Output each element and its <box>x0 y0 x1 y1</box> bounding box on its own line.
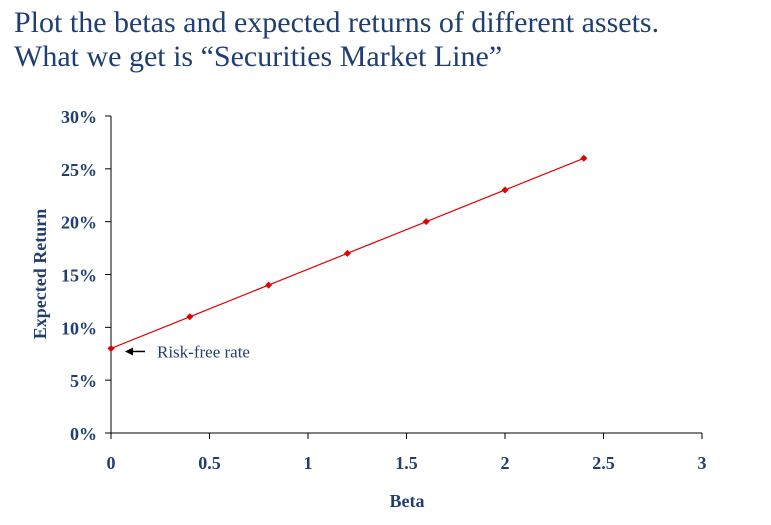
data-point <box>186 313 194 321</box>
annotations: Risk-free rate <box>125 342 250 361</box>
risk-free-rate-label: Risk-free rate <box>157 342 250 361</box>
slide-title-line-2: What we get is “Securities Market Line” <box>14 40 503 73</box>
y-tick-label: 0% <box>70 424 97 444</box>
x-axis-ticks: 0 0.5 1 1.5 2 2.5 3 <box>107 433 707 473</box>
x-tick-label: 0 <box>107 453 116 473</box>
y-tick-label: 15% <box>61 266 97 286</box>
y-axis-label: Expected Return <box>30 209 50 339</box>
annotation-arrow-head <box>125 347 133 356</box>
series-layer <box>107 154 588 352</box>
data-point <box>343 249 351 257</box>
x-axis-label: Beta <box>390 491 425 511</box>
x-tick-label: 1.5 <box>395 453 418 473</box>
x-tick-label: 0.5 <box>198 453 221 473</box>
data-point <box>265 281 273 289</box>
y-tick-label: 30% <box>61 107 97 127</box>
slide-title: Plot the betas and expected returns of d… <box>14 6 659 74</box>
y-tick-label: 5% <box>70 371 97 391</box>
y-tick-label: 20% <box>61 213 97 233</box>
y-tick-label: 10% <box>61 318 97 338</box>
x-tick-label: 1 <box>304 453 313 473</box>
x-tick-label: 3 <box>698 453 707 473</box>
axes <box>110 116 702 434</box>
y-axis-ticks: 0% 5% 10% 15% 20% 25% 30% <box>61 107 111 444</box>
data-point <box>580 154 588 162</box>
y-tick-label: 25% <box>61 160 97 180</box>
x-tick-label: 2.5 <box>592 453 615 473</box>
data-point <box>107 344 115 352</box>
slide-title-line-1: Plot the betas and expected returns of d… <box>14 6 660 39</box>
data-point <box>422 218 430 226</box>
data-point <box>501 186 509 194</box>
x-tick-label: 2 <box>501 453 510 473</box>
